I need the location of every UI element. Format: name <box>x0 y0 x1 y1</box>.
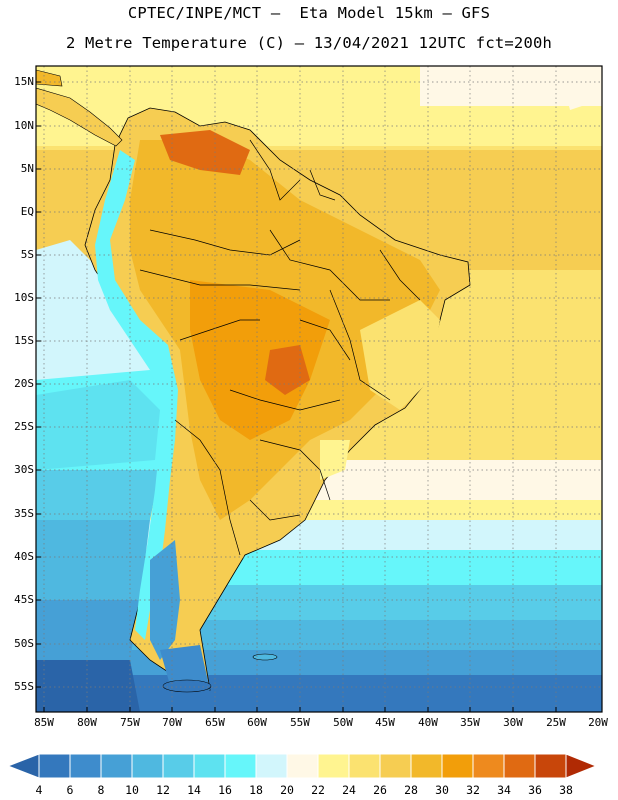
lat-label: 20S <box>14 377 34 390</box>
colorbar-label: 30 <box>435 783 449 797</box>
colorbar-label: 6 <box>66 783 74 797</box>
lon-label: 70W <box>162 716 182 729</box>
colorbar-label: 18 <box>249 783 263 797</box>
lat-label: 15S <box>14 334 34 347</box>
lon-label: 80W <box>77 716 97 729</box>
colorbar-label: 12 <box>156 783 170 797</box>
colorbar <box>6 753 598 779</box>
colorbar-swatch <box>162 753 195 779</box>
colorbar-swatch <box>255 753 288 779</box>
colorbar-label: 22 <box>311 783 325 797</box>
colorbar-label: 32 <box>466 783 480 797</box>
lon-label: 65W <box>205 716 225 729</box>
colorbar-swatch <box>317 753 350 779</box>
lat-label: 25S <box>14 420 34 433</box>
colorbar-label: 4 <box>35 783 43 797</box>
colorbar-label: 16 <box>218 783 232 797</box>
colorbar-swatch <box>441 753 474 779</box>
lon-label: 25W <box>546 716 566 729</box>
colorbar-swatch <box>100 753 133 779</box>
colorbar-swatch <box>193 753 226 779</box>
lat-label: 5N <box>20 162 34 175</box>
colorbar-label: 26 <box>373 783 387 797</box>
colorbar-label: 36 <box>528 783 542 797</box>
lon-label: 35W <box>460 716 480 729</box>
colorbar-arrow-high <box>565 753 598 779</box>
colorbar-swatch <box>472 753 505 779</box>
colorbar-label: 38 <box>559 783 573 797</box>
colorbar-arrow-low <box>6 753 40 779</box>
lat-label: 10N <box>14 119 34 132</box>
colorbar-swatch <box>379 753 412 779</box>
lon-label: 40W <box>418 716 438 729</box>
colorbar-label: 10 <box>125 783 139 797</box>
lat-label: 40S <box>14 550 34 563</box>
lat-label: 55S <box>14 680 34 693</box>
map-title-variable: 2 Metre Temperature (C) – 13/04/2021 12U… <box>65 34 553 52</box>
colorbar-label: 24 <box>342 783 356 797</box>
lat-label: 30S <box>14 463 34 476</box>
colorbar-swatch <box>38 753 71 779</box>
map-frame <box>35 65 603 713</box>
lon-label: 30W <box>503 716 523 729</box>
colorbar-label: 28 <box>404 783 418 797</box>
colorbar-swatch <box>131 753 164 779</box>
lon-label: 85W <box>34 716 54 729</box>
lon-label: 20W <box>588 716 608 729</box>
colorbar-label: 8 <box>97 783 105 797</box>
lon-label: 50W <box>333 716 353 729</box>
colorbar-swatch <box>503 753 536 779</box>
map-field <box>36 66 602 712</box>
lat-label: 15N <box>14 75 34 88</box>
lon-label: 60W <box>247 716 267 729</box>
lon-label: 45W <box>375 716 395 729</box>
lat-label: 5S <box>20 248 34 261</box>
colorbar-label: 34 <box>497 783 511 797</box>
colorbar-label: 20 <box>280 783 294 797</box>
lat-label: 50S <box>14 637 34 650</box>
colorbar-swatch <box>286 753 319 779</box>
lat-label: 10S <box>14 291 34 304</box>
map-title-source: CPTEC/INPE/MCT – Eta Model 15km – GFS <box>127 4 491 22</box>
colorbar-swatch <box>224 753 257 779</box>
colorbar-label: 14 <box>187 783 201 797</box>
lat-label: EQ <box>20 205 34 218</box>
lon-label: 55W <box>290 716 310 729</box>
colorbar-swatch <box>348 753 381 779</box>
lat-label: 35S <box>14 507 34 520</box>
colorbar-swatch <box>410 753 443 779</box>
lat-label: 45S <box>14 593 34 606</box>
colorbar-swatch <box>534 753 567 779</box>
lon-label: 75W <box>120 716 140 729</box>
colorbar-swatch <box>69 753 102 779</box>
